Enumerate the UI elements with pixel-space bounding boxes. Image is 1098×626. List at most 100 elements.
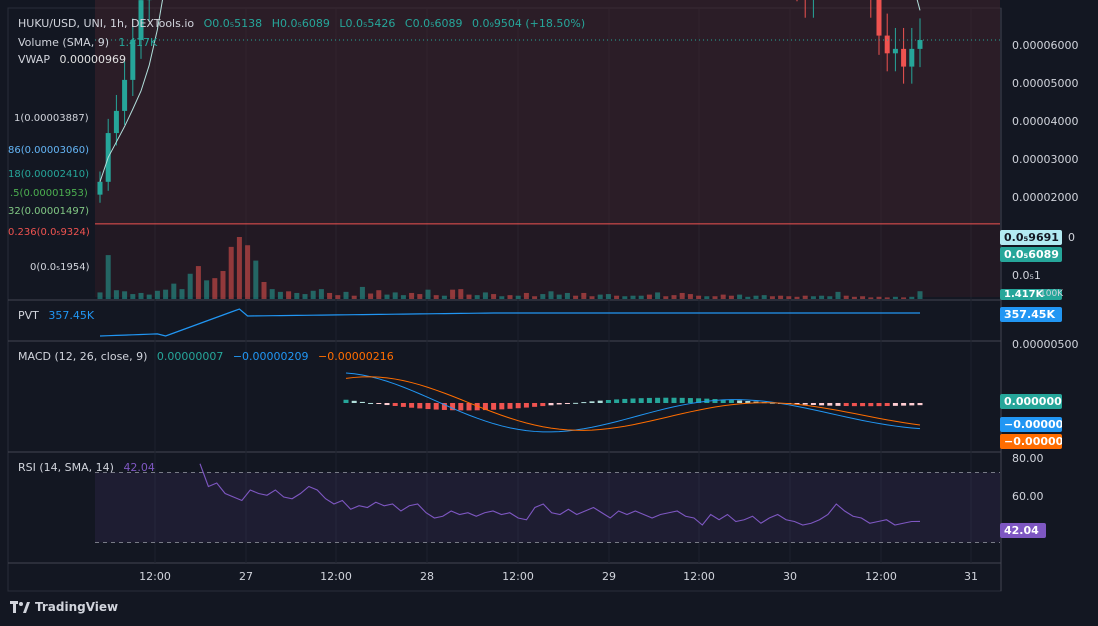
price-axis-label: 0.00003000 — [1012, 153, 1079, 166]
macd-histogram-bar — [351, 400, 357, 403]
macd-histogram-bar — [466, 403, 472, 411]
macd-histogram-bar — [663, 397, 669, 403]
macd-histogram-bar — [671, 397, 677, 403]
time-axis-label: 12:00 — [502, 570, 534, 583]
volume-bar — [679, 292, 685, 299]
macd-histogram-bar — [491, 403, 497, 410]
macd-histogram-bar — [917, 403, 923, 406]
volume-label: Volume (SMA, 9) — [18, 36, 109, 49]
ohlc-change: 0.0₉9504 (+18.50%) — [471, 17, 586, 30]
macd-histogram-bar — [810, 403, 816, 406]
volume-bar — [113, 290, 119, 299]
rsi-axis-label: 60.00 — [1012, 490, 1044, 503]
volume-bar — [745, 296, 751, 299]
fib-label-0382: 32(0.00001497) — [8, 206, 89, 217]
vwap-price-tag: 0.0₅9691 — [1000, 230, 1062, 245]
volume-bar — [343, 291, 349, 299]
fib-label-0618: 18(0.00002410) — [8, 169, 89, 180]
volume-bar — [835, 291, 841, 299]
macd-histogram-bar — [835, 403, 841, 406]
volume-bar — [204, 280, 210, 299]
macd-histogram-bar — [441, 403, 447, 410]
volume-bar — [499, 296, 505, 299]
macd-line-value: −0.00000209 — [232, 350, 309, 363]
volume-bar — [573, 295, 579, 299]
macd-histogram-bar — [868, 403, 874, 407]
macd-histogram-bar — [482, 403, 488, 411]
volume-bar — [163, 289, 169, 299]
volume-bar — [810, 296, 816, 299]
macd-histogram-bar — [728, 399, 734, 403]
macd-histogram-bar — [548, 403, 554, 406]
volume-bar — [827, 296, 833, 299]
volume-bar — [474, 295, 480, 299]
macd-signal-value: −0.00000216 — [318, 350, 394, 363]
macd-histogram-bar — [696, 398, 702, 403]
ohlc-high: H0.0₅6089 — [271, 17, 330, 30]
macd-histogram-bar — [581, 402, 587, 404]
price-axis-label: 0.0₅1 — [1012, 269, 1041, 282]
volume-bar — [179, 289, 185, 299]
volume-bar — [368, 293, 374, 299]
macd-histogram-bar — [540, 403, 546, 407]
macd-histogram-bar — [605, 399, 611, 403]
volume-bar — [425, 289, 431, 299]
volume-value: 1.417K — [118, 36, 158, 49]
volume-bar — [327, 292, 333, 299]
macd-histogram-bar — [819, 403, 825, 406]
macd-histogram-bar — [523, 403, 529, 408]
volume-bar — [458, 289, 464, 299]
volume-legend[interactable]: Volume (SMA, 9) 1.417K — [18, 36, 157, 49]
macd-hist-value: 0.00000007 — [156, 350, 224, 363]
pvt-tag: 357.45K — [1000, 307, 1062, 322]
volume-bar — [581, 292, 587, 299]
macd-histogram-bar — [753, 401, 759, 403]
price-axis-label: 0 — [1068, 231, 1075, 244]
fib-label-0236: 0.236(0.0₅9324) — [8, 227, 90, 238]
macd-histogram-bar — [712, 399, 718, 403]
macd-histogram-bar — [638, 398, 644, 403]
volume-bar — [245, 245, 251, 299]
pvt-legend[interactable]: PVT 357.45K — [18, 309, 94, 322]
symbol-name[interactable]: HUKU/USD, UNI, 1h, DEXTools.io — [18, 17, 195, 30]
macd-histogram-bar — [860, 403, 866, 407]
volume-bar — [450, 289, 456, 299]
macd-histogram-bar — [737, 400, 743, 403]
volume-bar — [769, 296, 775, 299]
rsi-label: RSI (14, SMA, 14) — [18, 461, 114, 474]
candle — [130, 40, 136, 80]
macd-legend[interactable]: MACD (12, 26, close, 9) 0.00000007 −0.00… — [18, 350, 394, 363]
rsi-axis-label: 80.00 — [1012, 452, 1044, 465]
rsi-legend[interactable]: RSI (14, SMA, 14) 42.04 — [18, 461, 155, 474]
macd-histogram-bar — [343, 399, 349, 403]
volume-bar — [482, 292, 488, 299]
time-axis-label: 12:00 — [683, 570, 715, 583]
macd-line-tag: −0.00000209 — [1000, 417, 1062, 432]
volume-bar — [548, 291, 554, 299]
candle — [917, 40, 923, 49]
vwap-legend[interactable]: VWAP 0.00000969 — [18, 53, 126, 66]
volume-bar — [130, 294, 136, 299]
volume-bar — [236, 237, 242, 299]
volume-bar — [409, 292, 415, 299]
time-axis-label: 28 — [420, 570, 434, 583]
volume-bar — [901, 297, 907, 299]
symbol-header: HUKU/USD, UNI, 1h, DEXTools.io O0.0₅5138… — [18, 17, 585, 30]
macd-histogram-bar — [843, 403, 849, 407]
macd-histogram-bar — [720, 399, 726, 403]
macd-histogram-bar — [794, 403, 800, 405]
volume-bar — [737, 294, 743, 299]
volume-bar — [433, 295, 439, 299]
volume-bar — [540, 294, 546, 299]
last-price-tag: 0.0₅6089 — [1000, 247, 1062, 262]
volume-bar — [868, 297, 874, 299]
tradingview-brand[interactable]: TradingView — [10, 600, 118, 614]
macd-histogram-bar — [827, 403, 833, 406]
volume-bar — [154, 290, 160, 299]
volume-bar — [892, 296, 898, 299]
volume-bar — [302, 294, 308, 299]
pvt-line — [99, 308, 920, 337]
volume-bar — [761, 295, 767, 299]
volume-bar — [269, 289, 275, 299]
